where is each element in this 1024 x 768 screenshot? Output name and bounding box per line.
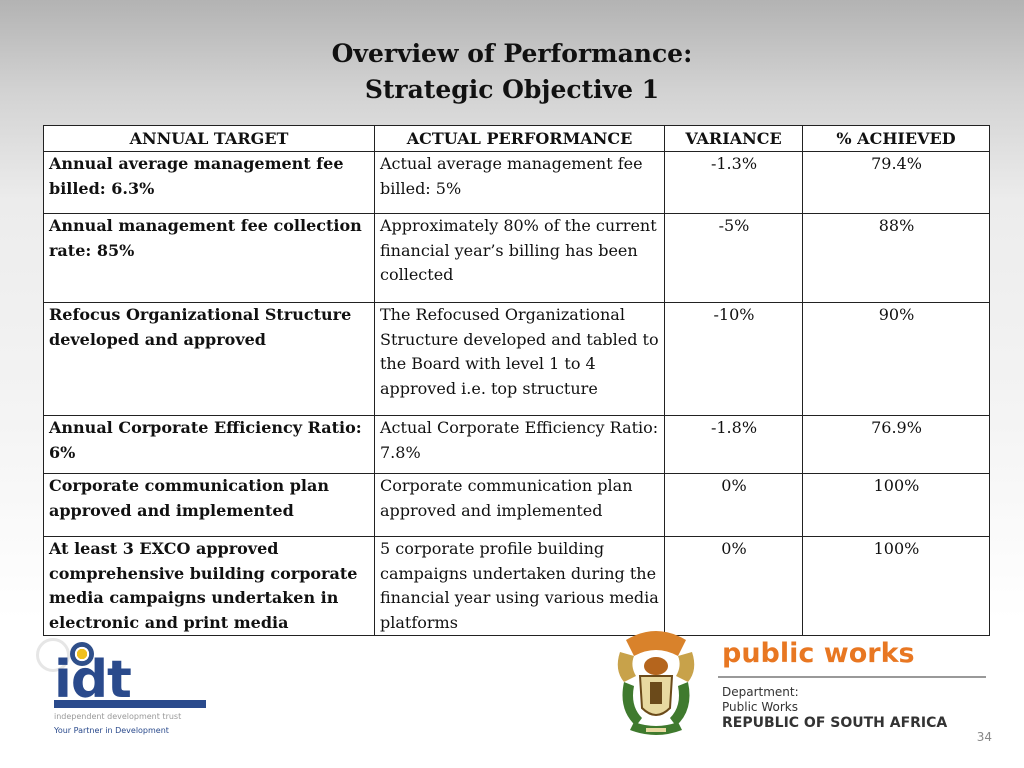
table-row: At least 3 EXCO approved comprehensive b… bbox=[43, 536, 990, 636]
performance-table: ANNUAL TARGET ACTUAL PERFORMANCE VARIANC… bbox=[43, 125, 990, 636]
cell-actual-performance: The Refocused Organizational Structure d… bbox=[374, 302, 665, 416]
cell-annual-target: Refocus Organizational Structure develop… bbox=[43, 302, 375, 416]
idt-underline-bar bbox=[54, 700, 206, 708]
cell-variance: 0% bbox=[664, 536, 803, 636]
cell-actual-performance: Corporate communication plan approved an… bbox=[374, 473, 665, 537]
cell-annual-target: At least 3 EXCO approved comprehensive b… bbox=[43, 536, 375, 636]
cell-percent-achieved: 100% bbox=[802, 473, 990, 537]
cell-actual-performance: Actual average management fee billed: 5% bbox=[374, 151, 665, 214]
public-works-title: public works bbox=[722, 638, 915, 669]
header-percent-achieved: % ACHIEVED bbox=[802, 125, 990, 152]
cell-variance: -10% bbox=[664, 302, 803, 416]
table-row: Annual average management fee billed: 6.… bbox=[43, 151, 990, 214]
idt-wordmark: idt bbox=[54, 650, 132, 710]
public-works-divider bbox=[718, 676, 986, 678]
page-number: 34 bbox=[976, 730, 992, 744]
cell-actual-performance: 5 corporate profile building campaigns u… bbox=[374, 536, 665, 636]
cell-annual-target: Annual Corporate Efficiency Ratio: 6% bbox=[43, 415, 375, 474]
cell-percent-achieved: 79.4% bbox=[802, 151, 990, 214]
table-row: Corporate communication plan approved an… bbox=[43, 473, 990, 537]
public-works-country: REPUBLIC OF SOUTH AFRICA bbox=[722, 715, 948, 731]
cell-annual-target: Annual management fee collection rate: 8… bbox=[43, 213, 375, 303]
idt-ring-icon bbox=[36, 638, 70, 672]
cell-percent-achieved: 90% bbox=[802, 302, 990, 416]
table-row: Refocus Organizational Structure develop… bbox=[43, 302, 990, 416]
cell-percent-achieved: 100% bbox=[802, 536, 990, 636]
public-works-department-name: Public Works bbox=[722, 700, 798, 714]
cell-percent-achieved: 88% bbox=[802, 213, 990, 303]
header-annual-target: ANNUAL TARGET bbox=[43, 125, 375, 152]
idt-logo: idt independent development trust Your P… bbox=[36, 632, 226, 740]
header-variance: VARIANCE bbox=[664, 125, 803, 152]
idt-tagline: Your Partner in Development bbox=[54, 726, 169, 735]
cell-variance: -1.8% bbox=[664, 415, 803, 474]
cell-percent-achieved: 76.9% bbox=[802, 415, 990, 474]
table-header-row: ANNUAL TARGET ACTUAL PERFORMANCE VARIANC… bbox=[43, 125, 990, 152]
slide-title-line-2: Strategic Objective 1 bbox=[364, 75, 660, 104]
cell-annual-target: Corporate communication plan approved an… bbox=[43, 473, 375, 537]
cell-annual-target: Annual average management fee billed: 6.… bbox=[43, 151, 375, 214]
footer-logos: idt independent development trust Your P… bbox=[0, 630, 1024, 768]
header-actual-performance: ACTUAL PERFORMANCE bbox=[374, 125, 665, 152]
table-row: Annual management fee collection rate: 8… bbox=[43, 213, 990, 303]
cell-actual-performance: Approximately 80% of the current financi… bbox=[374, 213, 665, 303]
slide-title-line-1: Overview of Performance: bbox=[331, 39, 693, 68]
slide-title: Overview of Performance: Strategic Objec… bbox=[0, 36, 1024, 108]
idt-subtitle: independent development trust bbox=[54, 712, 182, 721]
cell-variance: 0% bbox=[664, 473, 803, 537]
table-row: Annual Corporate Efficiency Ratio: 6% Ac… bbox=[43, 415, 990, 474]
cell-actual-performance: Actual Corporate Efficiency Ratio: 7.8% bbox=[374, 415, 665, 474]
cell-variance: -1.3% bbox=[664, 151, 803, 214]
public-works-department-label: Department: bbox=[722, 685, 799, 699]
cell-variance: -5% bbox=[664, 213, 803, 303]
coat-of-arms-icon bbox=[617, 631, 695, 735]
idt-sun-icon bbox=[70, 642, 94, 666]
